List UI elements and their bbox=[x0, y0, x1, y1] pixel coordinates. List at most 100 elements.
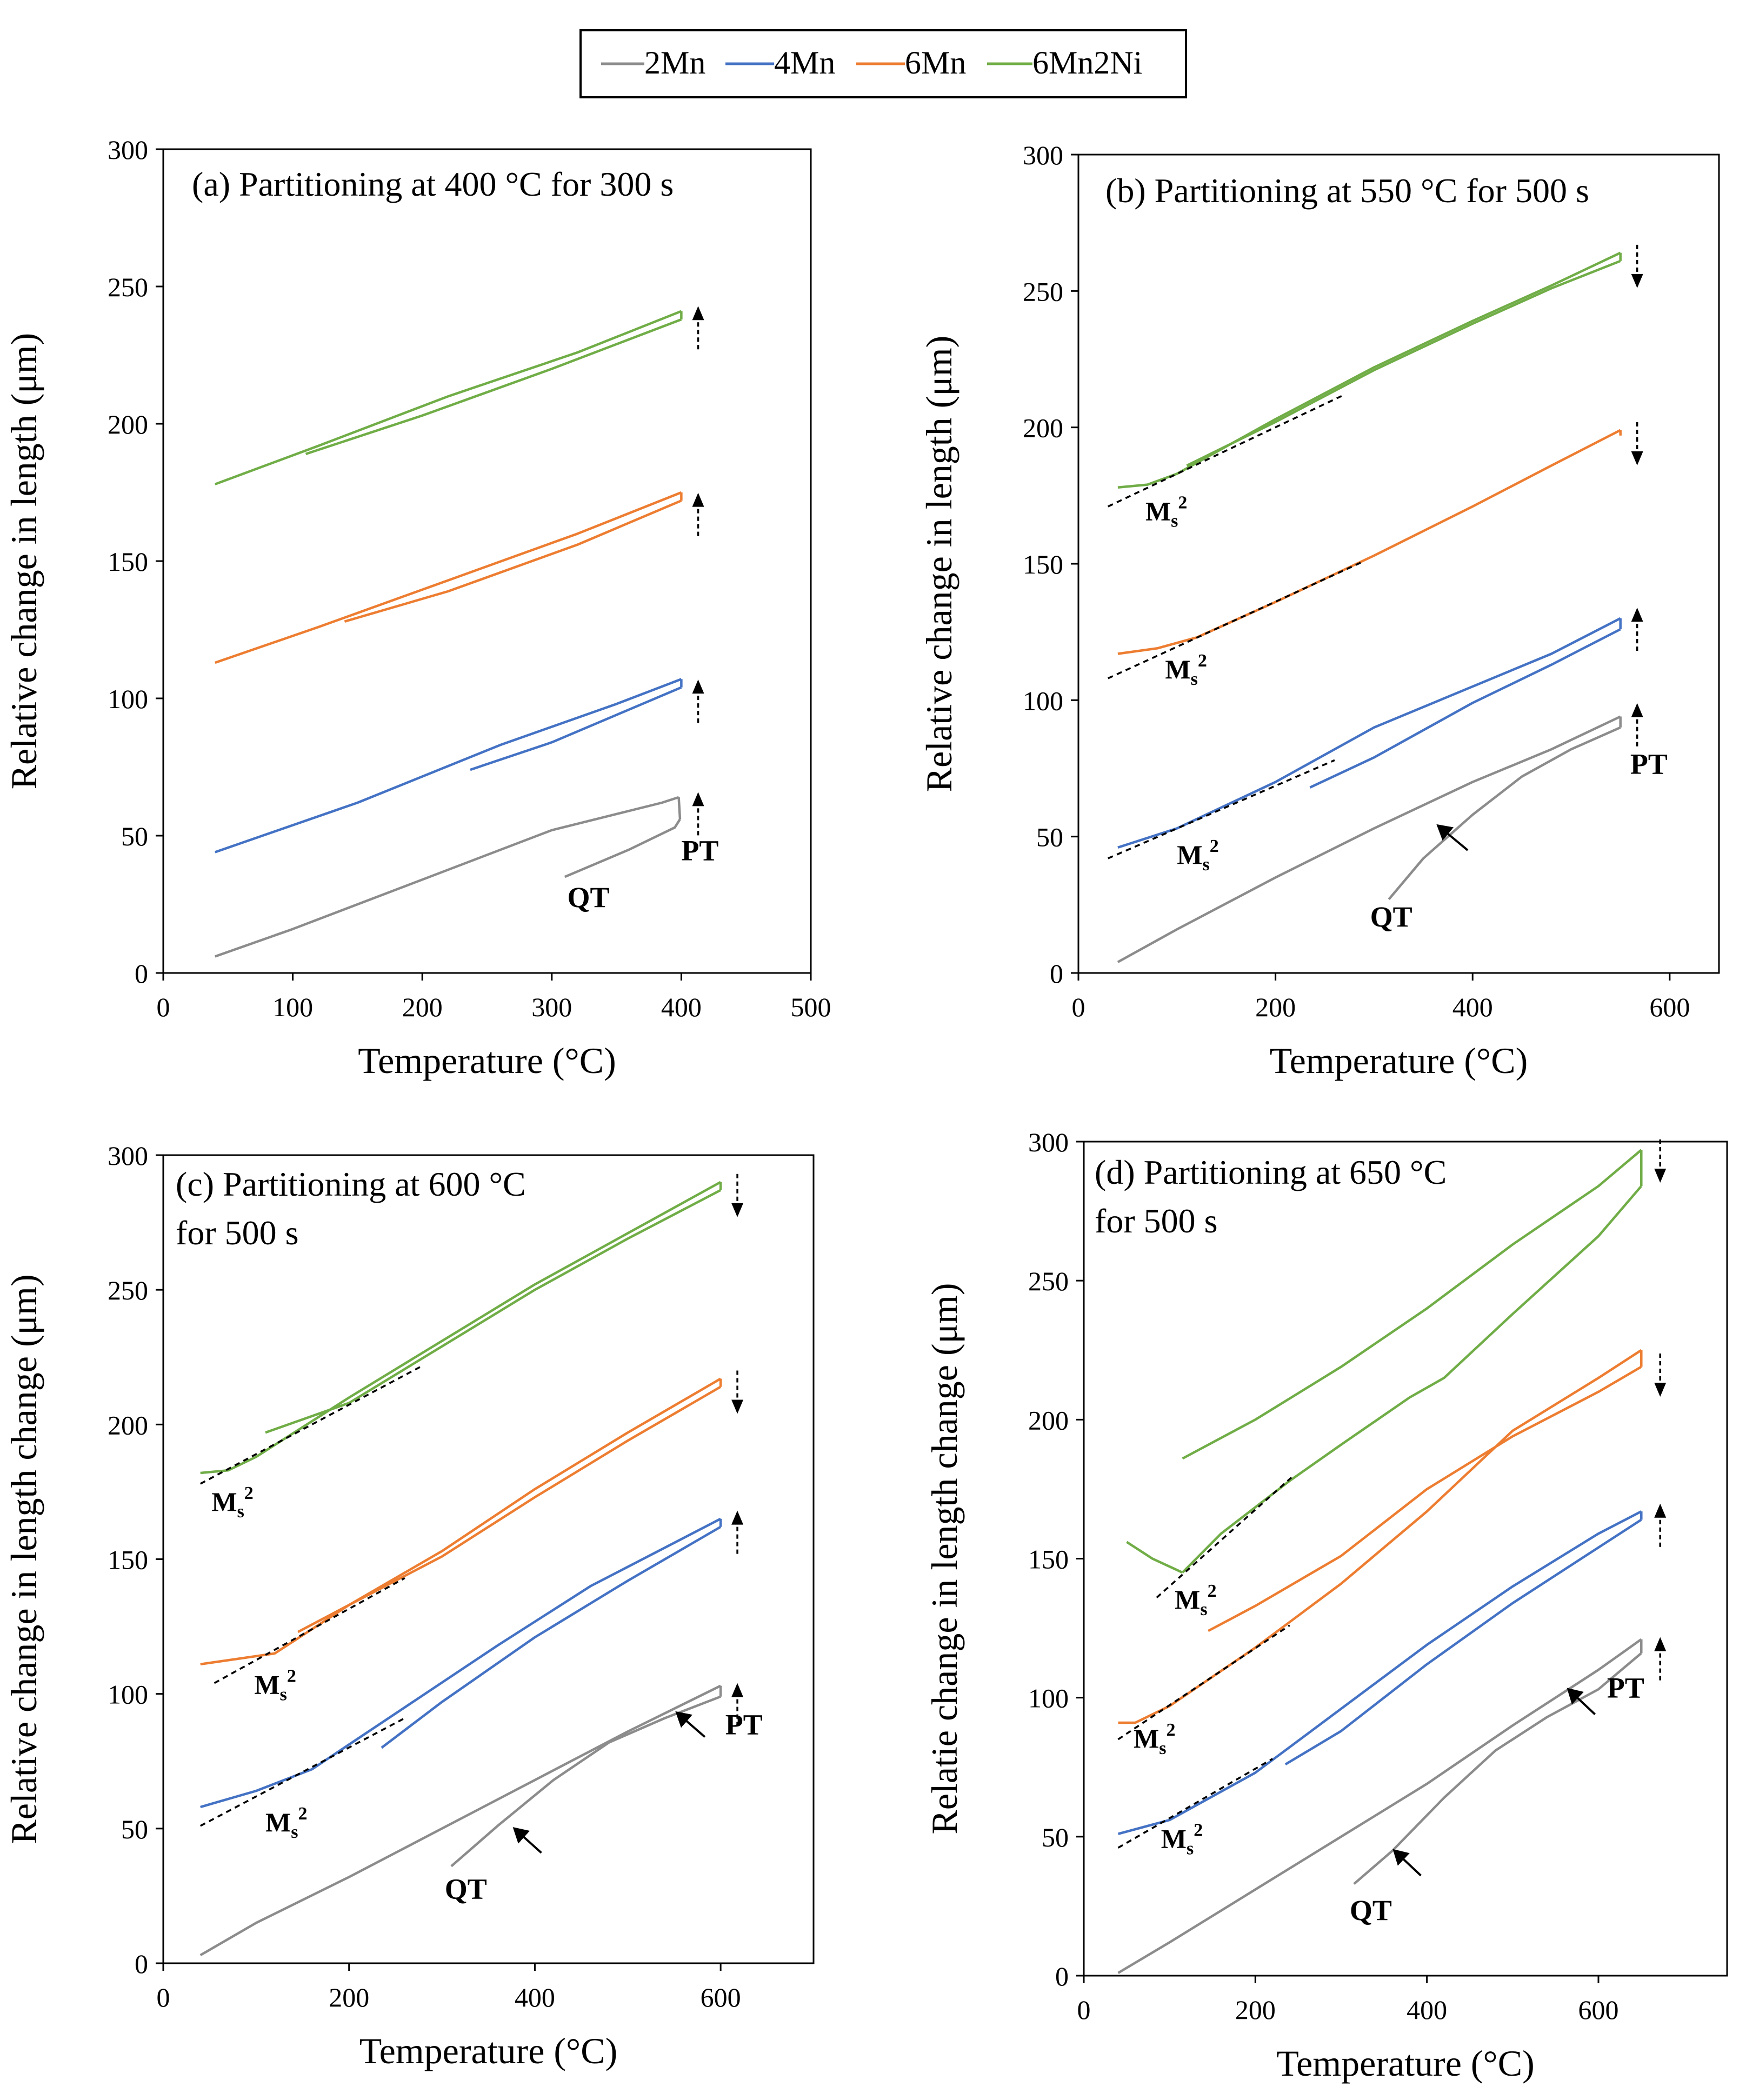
legend-label-4Mn: 4Mn bbox=[774, 45, 835, 81]
tangent-line bbox=[1107, 759, 1335, 859]
x-tick-label: 600 bbox=[701, 1982, 741, 2012]
ms2-label: Ms2 bbox=[1161, 1820, 1203, 1858]
series-line-4Mn bbox=[470, 686, 682, 771]
y-tick-label: 0 bbox=[135, 958, 148, 989]
y-tick-label: 50 bbox=[1042, 1822, 1069, 1852]
y-tick-label: 300 bbox=[108, 135, 148, 165]
x-tick-label: 200 bbox=[1235, 1995, 1276, 2025]
arrow-head bbox=[1654, 1503, 1667, 1518]
tangent-line bbox=[1156, 1474, 1295, 1598]
panel-title: for 500 s bbox=[176, 1214, 299, 1252]
direction-arrow-up bbox=[1654, 1503, 1667, 1547]
x-tick-label: 600 bbox=[1649, 992, 1690, 1022]
arrow-head bbox=[692, 679, 704, 694]
y-tick-label: 100 bbox=[108, 1679, 148, 1710]
y-axis-label: Relative change in length (μm) bbox=[918, 336, 959, 792]
y-tick-label: 100 bbox=[1028, 1683, 1069, 1714]
series-line-6Mn bbox=[1208, 1365, 1642, 1632]
series-line-2Mn bbox=[1117, 715, 1621, 963]
direction-arrow-down bbox=[1631, 422, 1643, 465]
arrow-head bbox=[692, 792, 704, 806]
y-tick-label: 0 bbox=[1055, 1961, 1069, 1991]
x-axis-label: Temperature (°C) bbox=[359, 2030, 617, 2071]
ms2-label: Ms2 bbox=[254, 1666, 296, 1705]
x-tick-label: 100 bbox=[272, 992, 313, 1022]
direction-arrow-up bbox=[1654, 1637, 1667, 1681]
arrow-head bbox=[692, 492, 704, 507]
x-tick-label: 400 bbox=[1407, 1995, 1447, 2025]
y-axis-label: Relatie change in length change (μm) bbox=[924, 1283, 965, 1834]
series-line-2Mn bbox=[564, 818, 681, 878]
pt-label: PT bbox=[681, 835, 718, 867]
series-line-4Mn bbox=[1117, 617, 1621, 849]
chart-panel-b: 0 200 400 600 0 50 100 150 200 250 300 Temperature … bbox=[918, 140, 1720, 1081]
x-tick-label: 200 bbox=[402, 992, 443, 1022]
direction-arrow-down bbox=[1654, 1354, 1667, 1397]
y-tick-label: 250 bbox=[1028, 1266, 1069, 1296]
series-line-6Mn2Ni bbox=[1186, 259, 1621, 467]
ms2-label: Ms2 bbox=[1175, 1581, 1216, 1619]
series-line-6Mn bbox=[344, 499, 682, 623]
arrow-head bbox=[731, 1683, 744, 1697]
pointer-arrow bbox=[675, 1711, 706, 1738]
x-tick-label: 0 bbox=[157, 1982, 170, 2012]
ms2-label: Ms2 bbox=[265, 1804, 307, 1842]
pointer-arrow bbox=[1567, 1688, 1596, 1715]
arrow-head bbox=[731, 1203, 744, 1217]
pointer-arrow bbox=[1392, 1849, 1422, 1877]
arrow-head bbox=[1654, 1637, 1667, 1651]
pointer-arrow bbox=[512, 1827, 542, 1854]
qt-label: QT bbox=[445, 1872, 487, 1905]
series-line-6Mn2Ni bbox=[215, 310, 682, 485]
arrow-head bbox=[692, 306, 704, 321]
tangent-line bbox=[1107, 560, 1365, 679]
arrow-head bbox=[1654, 1383, 1667, 1397]
series-line-2Mn bbox=[450, 1695, 721, 1868]
x-tick-label: 0 bbox=[1077, 1995, 1091, 2025]
legend-label-2Mn: 2Mn bbox=[644, 45, 705, 81]
series-line-6Mn2Ni bbox=[1126, 1541, 1183, 1574]
y-axis-label: Relative change in length change (μm) bbox=[3, 1274, 44, 1844]
pointer-arrow bbox=[1436, 824, 1469, 851]
x-tick-label: 400 bbox=[515, 1982, 555, 2012]
series-line-6Mn bbox=[200, 1377, 722, 1666]
legend-label-6Mn2Ni: 6Mn2Ni bbox=[1032, 45, 1142, 81]
chart-panel-a: 0 100 200 300 400 500 0 50 100 150 200 250 300 Temper… bbox=[3, 135, 831, 1081]
series-line-6Mn bbox=[1118, 1349, 1642, 1724]
legend-entry-2Mn: 2Mn bbox=[601, 45, 705, 81]
arrow-head bbox=[731, 1399, 744, 1414]
series-line-4Mn bbox=[1309, 628, 1621, 789]
direction-arrow-down bbox=[731, 1174, 744, 1217]
series-line-2Mn bbox=[677, 797, 682, 819]
series-line-4Mn bbox=[200, 1517, 722, 1809]
y-tick-label: 200 bbox=[1028, 1405, 1069, 1435]
y-tick-label: 0 bbox=[135, 1949, 148, 1979]
series-line-6Mn2Ni bbox=[1181, 1185, 1643, 1574]
x-axis-label: Temperature (°C) bbox=[1276, 2043, 1534, 2084]
qt-label: QT bbox=[1350, 1894, 1392, 1926]
series-line-6Mn2Ni bbox=[305, 318, 682, 456]
legend-entry-6Mn2Ni: 6Mn2Ni bbox=[987, 45, 1142, 81]
y-tick-label: 150 bbox=[1028, 1544, 1069, 1575]
direction-arrow-down bbox=[1654, 1139, 1667, 1183]
arrow-head bbox=[1631, 274, 1643, 288]
legend-label-6Mn: 6Mn bbox=[905, 45, 966, 81]
x-axis-label: Temperature (°C) bbox=[1270, 1040, 1528, 1081]
pt-label: PT bbox=[725, 1708, 763, 1741]
y-tick-label: 250 bbox=[108, 272, 148, 302]
direction-arrow-up bbox=[692, 679, 704, 723]
direction-arrow-up bbox=[731, 1510, 744, 1554]
x-tick-label: 500 bbox=[791, 992, 831, 1022]
x-tick-label: 200 bbox=[329, 1982, 369, 2012]
panel-title: (c) Partitioning at 600 °C bbox=[176, 1165, 526, 1203]
y-tick-label: 200 bbox=[108, 1410, 148, 1440]
legend: 2Mn 4Mn 6Mn 6Mn2Ni bbox=[579, 29, 1187, 98]
direction-arrow-up bbox=[1631, 703, 1643, 746]
tangent-line bbox=[214, 1577, 405, 1684]
y-tick-label: 50 bbox=[121, 1814, 148, 1844]
y-tick-label: 50 bbox=[1036, 822, 1063, 852]
tangent-line bbox=[199, 1364, 424, 1485]
y-tick-label: 150 bbox=[108, 546, 148, 577]
y-tick-label: 200 bbox=[1023, 413, 1063, 443]
legend-entry-6Mn: 6Mn bbox=[856, 45, 966, 81]
